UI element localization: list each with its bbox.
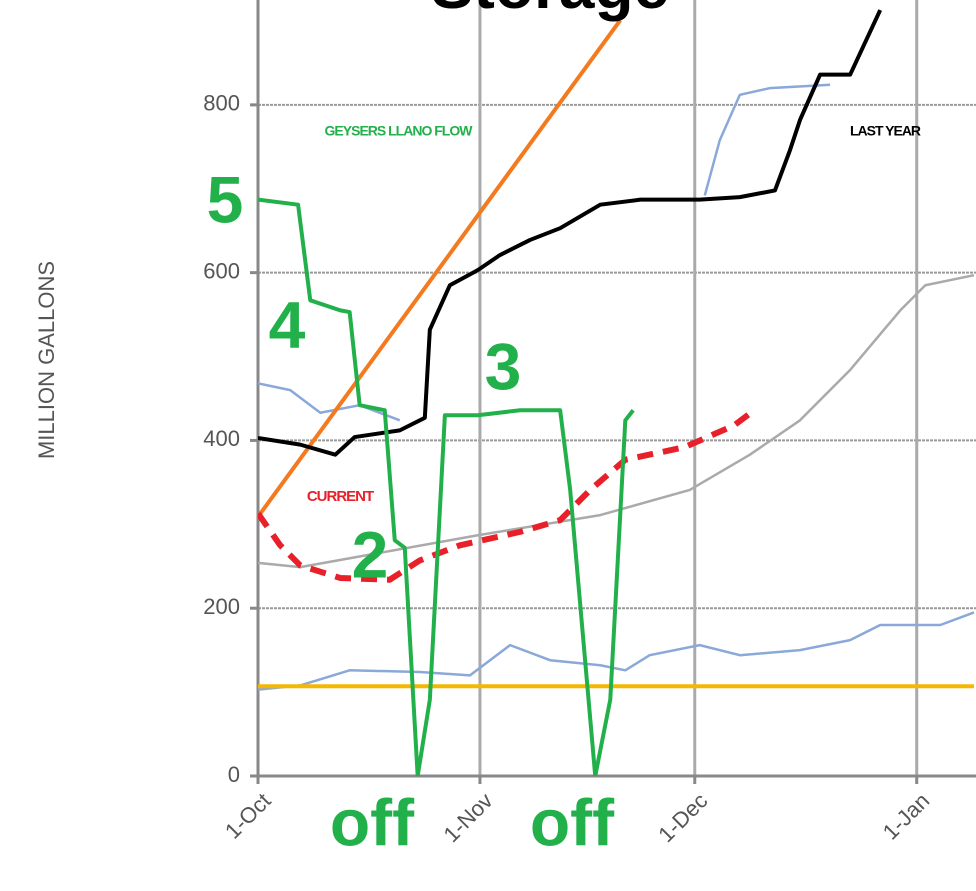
annotation: 3 <box>485 329 522 403</box>
annotation: 4 <box>269 287 306 361</box>
series-line <box>258 197 635 776</box>
series-line <box>258 407 756 583</box>
annotation: off <box>330 785 415 859</box>
series-label: LAST YEAR <box>850 123 921 139</box>
series-line <box>258 18 622 518</box>
series-label: CURRENT <box>307 488 374 505</box>
series-line <box>258 273 975 569</box>
y-axis-label: MILLION GALLONS <box>34 261 59 459</box>
y-tick-label: 400 <box>203 426 240 451</box>
series-line <box>703 83 831 196</box>
y-tick-label: 200 <box>203 594 240 619</box>
x-tick-label: 1-Nov <box>438 788 497 847</box>
annotation: 5 <box>207 162 244 236</box>
x-tick-label: 1-Dec <box>653 788 712 847</box>
annotation: off <box>530 785 615 859</box>
chart-title: Storage <box>431 0 669 22</box>
series-line <box>258 611 975 691</box>
series-line <box>258 9 883 457</box>
series-label: GEYSERS LLANO FLOW <box>325 123 474 139</box>
annotation: 2 <box>352 517 389 591</box>
y-tick-label: 600 <box>203 258 240 283</box>
x-tick-label: 1-Jan <box>878 788 935 845</box>
plot-area <box>258 9 975 776</box>
y-tick-label: 0 <box>228 762 240 787</box>
x-tick-label: 1-Oct <box>220 788 276 844</box>
y-tick-label: 800 <box>203 91 240 116</box>
series-line <box>258 382 401 422</box>
